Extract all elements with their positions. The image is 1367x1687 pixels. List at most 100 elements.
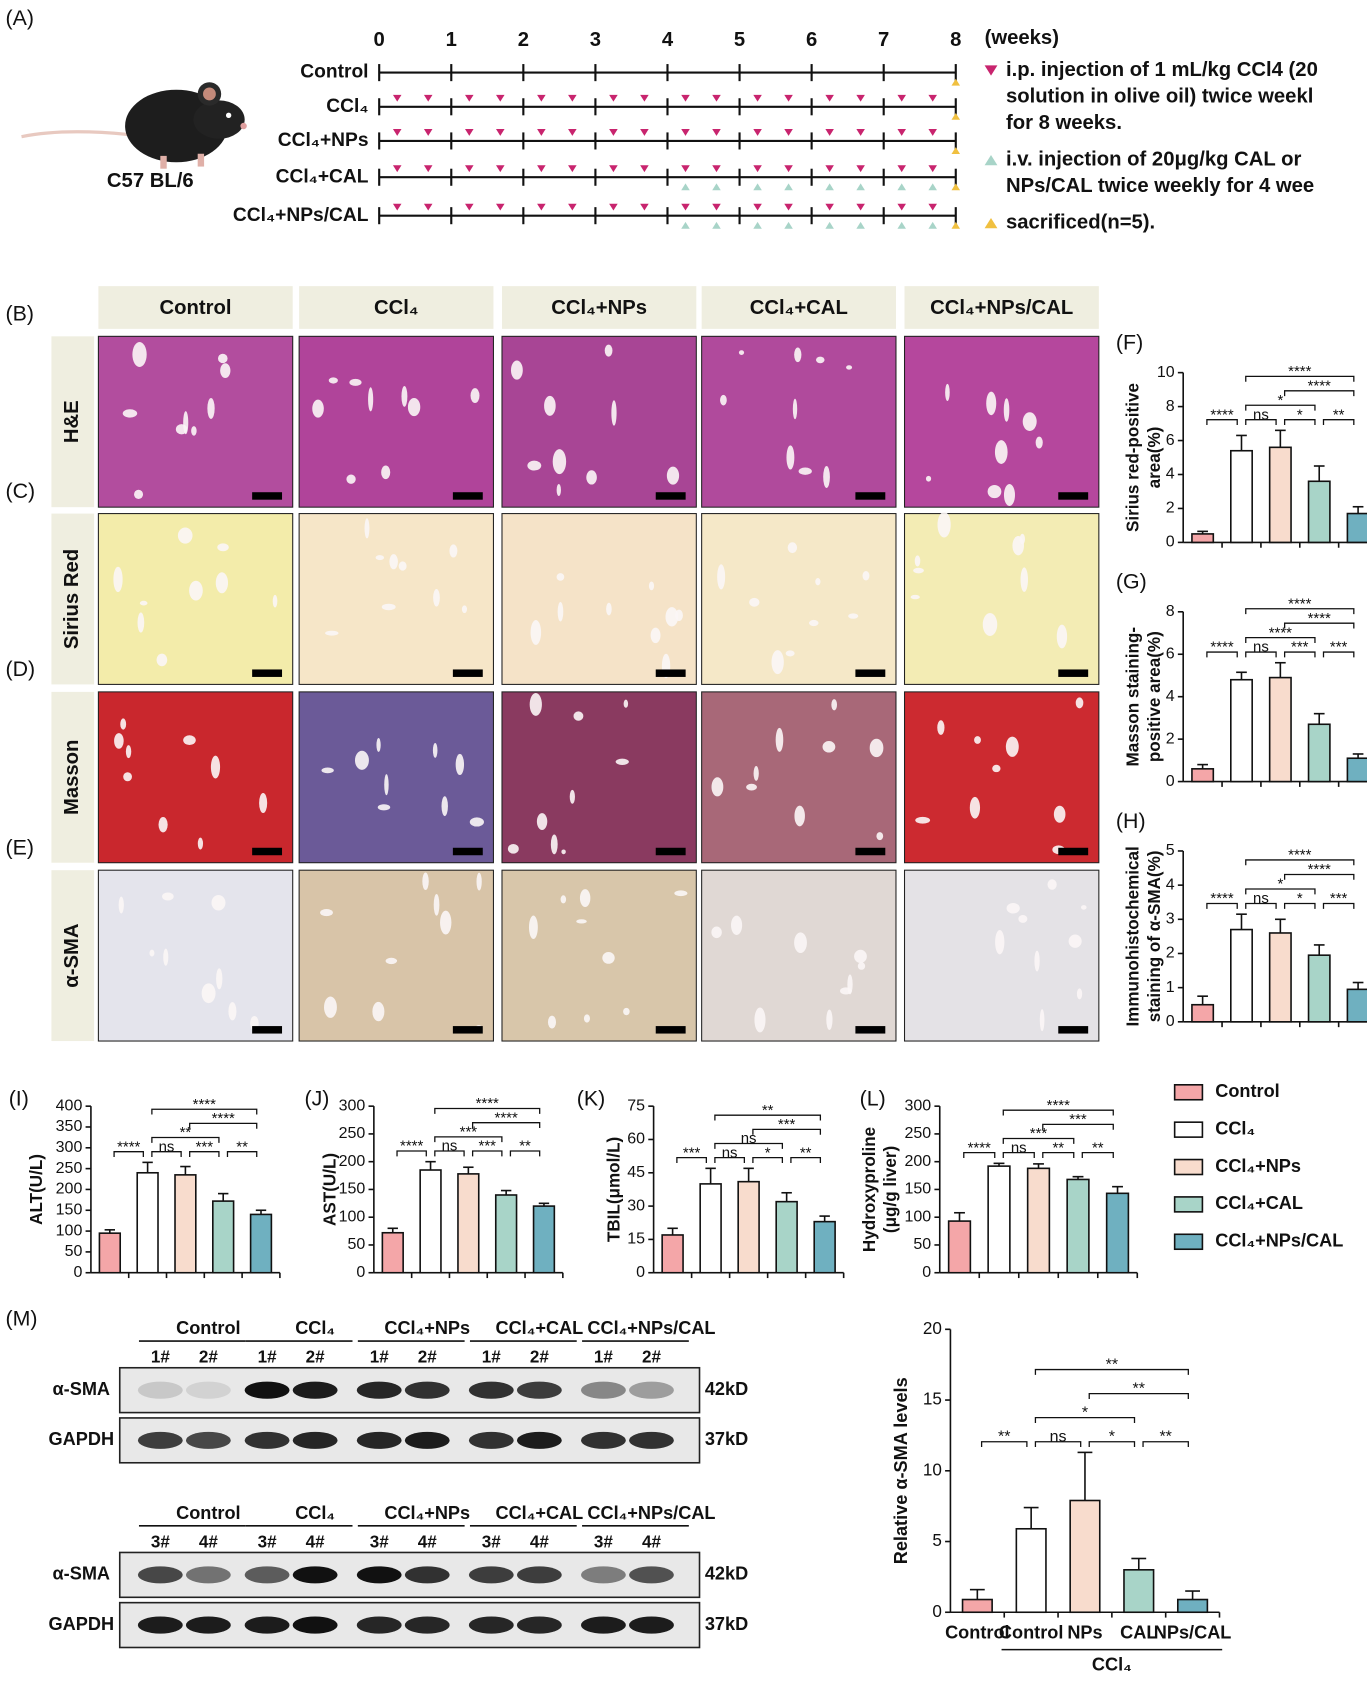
- significance-label: ****: [495, 1109, 518, 1126]
- significance-bracket: [189, 1151, 220, 1158]
- row-label: H&E: [61, 400, 83, 443]
- significance-label: ns: [722, 1144, 738, 1161]
- marker: [609, 94, 618, 102]
- marker: [897, 128, 906, 136]
- vessel: [754, 1007, 766, 1033]
- y-tick-label: 400: [56, 1097, 83, 1114]
- vessel: [207, 397, 215, 419]
- significance-label: ****: [1308, 610, 1331, 627]
- vessel: [137, 612, 145, 633]
- significance-label: ns: [1011, 1139, 1027, 1156]
- y-tick-label: 2: [1166, 500, 1175, 517]
- significance-bracket: [151, 1108, 258, 1115]
- vessel: [125, 745, 132, 759]
- marker: [784, 94, 793, 102]
- significance-bracket: [509, 1150, 541, 1157]
- lane-label: 2#: [418, 1348, 437, 1367]
- significance-label: ****: [400, 1138, 423, 1155]
- marker: [568, 128, 577, 136]
- vessel: [786, 445, 795, 470]
- significance-bracket: [1283, 902, 1316, 909]
- bar: [661, 1234, 684, 1274]
- y-tick-label: 45: [627, 1164, 645, 1181]
- vessel: [711, 777, 724, 797]
- vessel: [576, 919, 587, 924]
- significance-label: ****: [1288, 847, 1311, 864]
- group-label: CCl₄: [326, 96, 368, 117]
- marker: [712, 128, 721, 136]
- blot-group-label: CCl₄: [295, 1503, 335, 1523]
- vessel: [611, 400, 617, 426]
- vessel: [753, 766, 759, 781]
- legend-swatch: [1173, 1121, 1204, 1138]
- y-tick-label: 300: [339, 1097, 366, 1114]
- significance-label: ***: [196, 1138, 214, 1155]
- marker: [856, 203, 865, 211]
- vessel: [220, 363, 231, 378]
- band: [468, 1381, 514, 1399]
- group-label: CCl₄+CAL: [276, 166, 369, 187]
- marker: [784, 128, 793, 136]
- micrograph: [903, 869, 1100, 1042]
- marker: [392, 165, 402, 173]
- vessel: [785, 650, 795, 657]
- lane-label: 1#: [482, 1348, 501, 1367]
- marker: [951, 183, 961, 191]
- vessel: [191, 426, 197, 436]
- panel-label: (B): [5, 302, 33, 326]
- scale-bar: [1058, 492, 1089, 500]
- vessel: [547, 1015, 557, 1029]
- vessel: [401, 386, 408, 407]
- vessel: [650, 627, 661, 644]
- bar: [1191, 1003, 1215, 1023]
- marker: [496, 203, 505, 211]
- vessel: [937, 720, 945, 735]
- significance-label: ****: [1288, 363, 1311, 380]
- band: [629, 1566, 674, 1584]
- y-tick-label: 150: [56, 1201, 83, 1218]
- marker: [984, 218, 998, 229]
- vessel: [915, 816, 931, 824]
- vessel: [113, 566, 123, 593]
- marker: [951, 112, 961, 120]
- significance-bracket: [189, 1122, 258, 1129]
- significance-label: ****: [1047, 1097, 1070, 1114]
- significance-bracket: [1245, 419, 1277, 426]
- vessel: [937, 511, 951, 538]
- marker: [423, 94, 433, 102]
- marker: [856, 165, 865, 173]
- significance-label: ns: [1253, 890, 1269, 907]
- blot-row-label: GAPDH: [49, 1614, 115, 1634]
- band: [580, 1431, 626, 1449]
- marker: [640, 165, 649, 173]
- scale-bar: [1058, 1026, 1089, 1034]
- band: [404, 1431, 450, 1449]
- y-tick-label: 150: [905, 1181, 932, 1198]
- lane-label: 4#: [530, 1532, 549, 1551]
- y-axis-title: (μg/g liver): [881, 1146, 900, 1233]
- significance-bracket: [1283, 622, 1355, 629]
- vessel: [449, 544, 458, 558]
- blot-group-label: CCl₄: [295, 1318, 335, 1338]
- vessel: [461, 605, 468, 614]
- x-tick-label: Control: [945, 1622, 1009, 1642]
- lane-label: 2#: [530, 1348, 549, 1367]
- scale-bar: [452, 847, 483, 856]
- marker: [825, 165, 834, 173]
- marker: [928, 165, 937, 173]
- vessel: [1076, 988, 1083, 1000]
- vessel: [272, 594, 278, 608]
- vessel: [1003, 483, 1016, 506]
- significance-label: **: [1133, 1381, 1145, 1398]
- vessel: [346, 474, 356, 484]
- significance-label: **: [800, 1144, 812, 1161]
- vessel: [527, 460, 542, 471]
- y-tick-label: 2: [1166, 945, 1175, 962]
- week-label: 5: [734, 29, 745, 51]
- y-axis-title: TBIL(μmol/L): [605, 1137, 624, 1242]
- panel-label: (M): [5, 1306, 37, 1330]
- y-tick-label: 200: [56, 1181, 83, 1198]
- significance-label: ns: [1253, 639, 1269, 656]
- row-label: Masson: [61, 740, 83, 815]
- significance-label: ns: [1253, 406, 1269, 423]
